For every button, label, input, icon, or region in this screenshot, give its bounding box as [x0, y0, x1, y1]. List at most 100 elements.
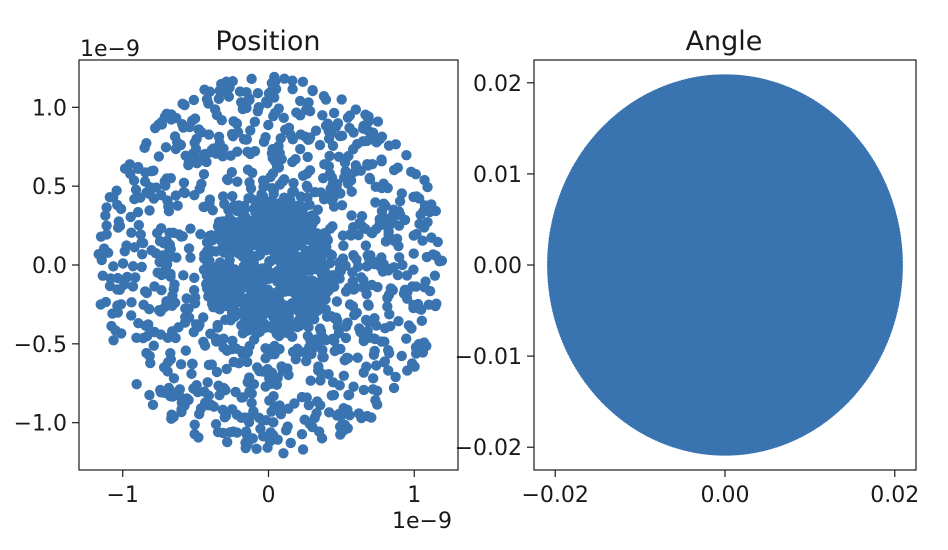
- position-point: [153, 151, 165, 162]
- position-point: [147, 399, 159, 411]
- position-point: [180, 303, 191, 314]
- position-point: [166, 413, 177, 424]
- position-point: [376, 131, 388, 142]
- position-point: [155, 384, 166, 396]
- position-point: [149, 281, 160, 292]
- position-point: [268, 417, 279, 428]
- position-point: [318, 173, 329, 184]
- position-point: [209, 104, 221, 115]
- position-point: [262, 196, 273, 207]
- position-point: [189, 113, 201, 124]
- position-point: [358, 120, 369, 132]
- position-point: [313, 426, 325, 437]
- position-point: [378, 198, 389, 209]
- angle-x-tick-label: 0.00: [701, 483, 750, 508]
- position-point: [367, 158, 378, 170]
- position-point: [213, 93, 225, 105]
- position-point: [360, 223, 371, 235]
- position-point: [139, 286, 151, 297]
- position-point: [249, 309, 260, 320]
- position-y-tick-label: −1.0: [14, 412, 67, 437]
- position-point: [136, 261, 147, 273]
- position-point: [262, 363, 273, 375]
- position-point: [301, 280, 312, 291]
- position-point: [296, 391, 308, 403]
- position-point: [269, 71, 280, 83]
- position-point: [204, 270, 216, 282]
- position-point: [232, 127, 244, 138]
- position-point: [143, 319, 154, 330]
- position-point: [304, 165, 316, 176]
- position-point: [278, 192, 290, 203]
- position-point: [363, 317, 374, 328]
- position-point: [323, 407, 335, 418]
- position-point: [148, 340, 159, 351]
- position-point: [168, 283, 179, 295]
- position-point: [205, 328, 216, 339]
- position-point: [370, 181, 382, 193]
- position-point: [331, 410, 343, 421]
- position-point: [390, 371, 401, 383]
- position-point: [315, 400, 326, 411]
- position-point: [336, 200, 348, 211]
- position-point: [301, 104, 312, 116]
- position-point: [388, 382, 400, 394]
- position-point: [326, 390, 337, 401]
- position-point: [189, 419, 200, 430]
- position-point: [224, 213, 235, 224]
- position-point: [278, 112, 289, 124]
- position-point: [188, 285, 200, 296]
- position-point: [241, 429, 252, 440]
- position-point: [142, 330, 153, 342]
- position-point: [305, 264, 317, 275]
- position-point: [361, 135, 373, 147]
- position-point: [339, 157, 351, 168]
- position-point: [188, 383, 199, 394]
- position-point: [288, 177, 299, 189]
- position-point: [144, 205, 155, 216]
- position-point: [96, 254, 107, 266]
- position-point: [363, 300, 374, 311]
- position-point: [204, 86, 216, 97]
- position-point: [172, 200, 183, 211]
- position-subplot: Position 1e−9 1e−9 −1 0 1 −1.0 −0.5 0.0 0.5 1.…: [14, 26, 459, 534]
- position-point: [347, 222, 359, 233]
- position-point: [108, 261, 119, 272]
- position-point: [156, 116, 167, 128]
- position-point: [348, 127, 359, 138]
- position-point: [414, 193, 425, 204]
- position-point: [217, 404, 228, 416]
- position-point: [246, 397, 257, 409]
- position-point: [377, 266, 389, 277]
- position-point: [342, 352, 354, 364]
- position-point: [257, 415, 268, 426]
- position-point: [106, 320, 117, 332]
- position-point: [262, 442, 273, 453]
- position-point: [363, 253, 375, 264]
- position-point: [246, 262, 257, 273]
- position-point: [314, 139, 326, 151]
- position-point: [272, 276, 283, 287]
- position-point: [163, 201, 174, 212]
- position-point: [125, 168, 136, 180]
- position-point: [186, 368, 197, 380]
- angle-point: [895, 257, 903, 266]
- position-point: [302, 182, 313, 193]
- position-point: [97, 270, 108, 281]
- position-point: [176, 397, 188, 408]
- position-point: [226, 166, 238, 178]
- position-point: [160, 180, 171, 191]
- position-point: [250, 290, 261, 301]
- position-point: [248, 334, 260, 345]
- position-point: [337, 230, 349, 241]
- position-point: [258, 295, 269, 307]
- position-point: [295, 129, 306, 140]
- position-point: [410, 169, 422, 180]
- position-point: [101, 202, 112, 213]
- position-point: [329, 335, 340, 347]
- position-point: [129, 242, 140, 253]
- position-point: [190, 143, 202, 155]
- position-point: [136, 249, 148, 260]
- position-point: [418, 337, 430, 348]
- position-point: [406, 323, 417, 334]
